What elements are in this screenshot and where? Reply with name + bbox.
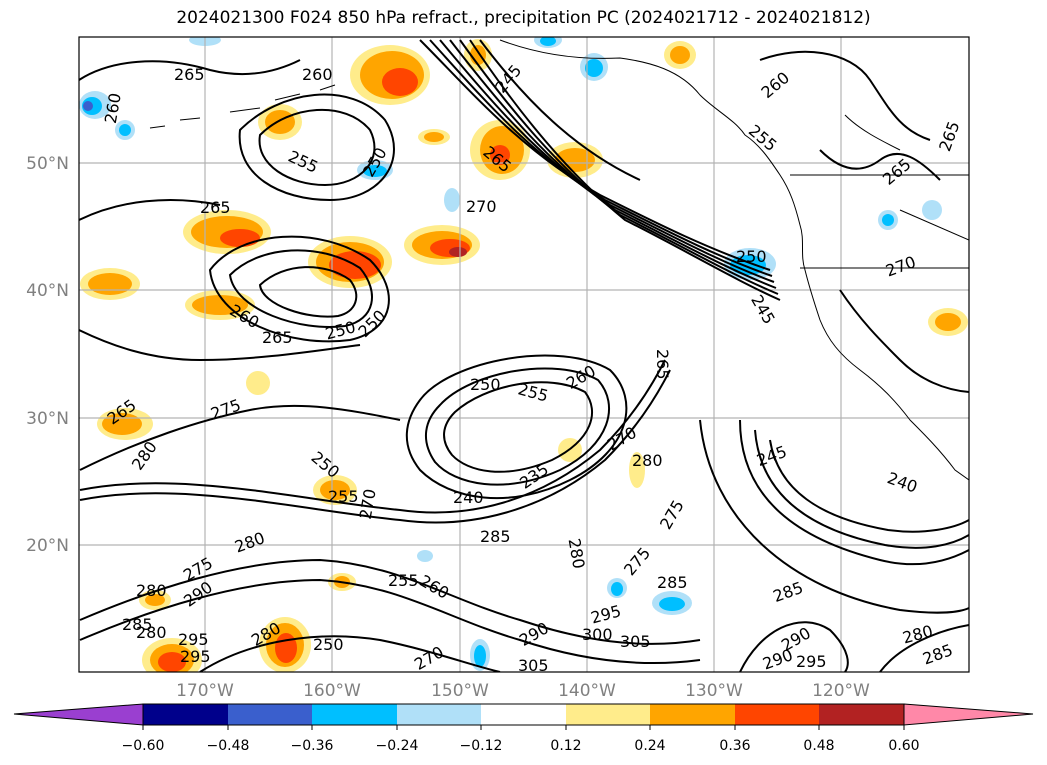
contour-label: 285 (122, 615, 153, 634)
colorbar-segment (735, 704, 819, 725)
lon-label-140w: 140°W (558, 681, 616, 701)
colorbar-tick-label: 0.24 (634, 738, 665, 754)
contour-label: 285 (480, 527, 511, 546)
colorbar-tick-label: −0.36 (291, 738, 334, 754)
contour-label: 285 (657, 573, 688, 592)
contour-label: 270 (466, 197, 497, 216)
lon-label-130w: 130°W (685, 681, 743, 701)
contour-label: 265 (174, 65, 205, 84)
contour-label: 260 (302, 65, 333, 84)
lon-label-160w: 160°W (303, 681, 361, 701)
colorbar: −0.60 −0.48 −0.36 −0.24 −0.12 0.12 0.24 … (13, 703, 1034, 754)
graticule (79, 37, 969, 672)
lat-labels: 50°N 40°N 30°N 20°N (26, 154, 69, 556)
colorbar-segment (566, 704, 650, 725)
contour-label: 300 (582, 625, 613, 644)
contour-label: 265 (653, 349, 672, 380)
contour-label: 280 (136, 623, 167, 642)
colorbar-segment (228, 704, 312, 725)
colorbar-segment (397, 704, 481, 725)
lon-label-120w: 120°W (812, 681, 870, 701)
colorbar-tick-label: 0.60 (888, 738, 919, 754)
contour-label: 280 (136, 581, 167, 600)
contour-label: 255 (328, 487, 359, 506)
contour-label: 265 (262, 328, 293, 347)
contour-label: 280 (632, 451, 663, 470)
lat-label-20: 20°N (26, 536, 69, 556)
lon-label-170w: 170°W (176, 681, 234, 701)
contour-label: 240 (453, 488, 484, 507)
colorbar-tick-label: −0.12 (460, 738, 503, 754)
contour-label: 250 (736, 247, 767, 266)
contour-label: 250 (313, 635, 344, 654)
lat-label-50: 50°N (26, 154, 69, 174)
coastline (149, 39, 969, 481)
lat-label-30: 30°N (26, 409, 69, 429)
lon-label-150w: 150°W (431, 681, 489, 701)
contour-label: 295 (180, 647, 211, 666)
colorbar-segment (819, 704, 904, 725)
contour-label: 305 (518, 656, 549, 675)
contour-label: 250 (470, 375, 501, 394)
colorbar-extend-min (13, 703, 144, 726)
colorbar-segment (312, 704, 397, 725)
lon-labels: 170°W 160°W 150°W 140°W 130°W 120°W (176, 681, 870, 701)
refractivity-contours (79, 39, 969, 672)
colorbar-tick-label: 0.48 (803, 738, 834, 754)
colorbar-tick-label: −0.24 (376, 738, 419, 754)
colorbar-tick-label: −0.60 (122, 738, 165, 754)
colorbar-segment (143, 704, 228, 725)
map-frame (78, 36, 970, 673)
colorbar-tick-label: 0.36 (719, 738, 750, 754)
colorbar-tick-label: −0.48 (207, 738, 250, 754)
contour-label: 295 (178, 630, 209, 649)
contour-label: 305 (620, 632, 651, 651)
colorbar-tick-label: 0.12 (550, 738, 581, 754)
lat-label-40: 40°N (26, 281, 69, 301)
contour-label: 295 (796, 652, 827, 671)
map-panel: 265 260 260 245 260 255 265 255 250 265 … (79, 37, 969, 675)
colorbar-segment (481, 704, 566, 725)
colorbar-segment (650, 704, 735, 725)
colorbar-extend-max (903, 703, 1034, 726)
map-title: 2024021300 F024 850 hPa refract., precip… (176, 8, 871, 28)
contour-label: 255 (388, 571, 419, 590)
contour-label: 265 (200, 198, 231, 217)
